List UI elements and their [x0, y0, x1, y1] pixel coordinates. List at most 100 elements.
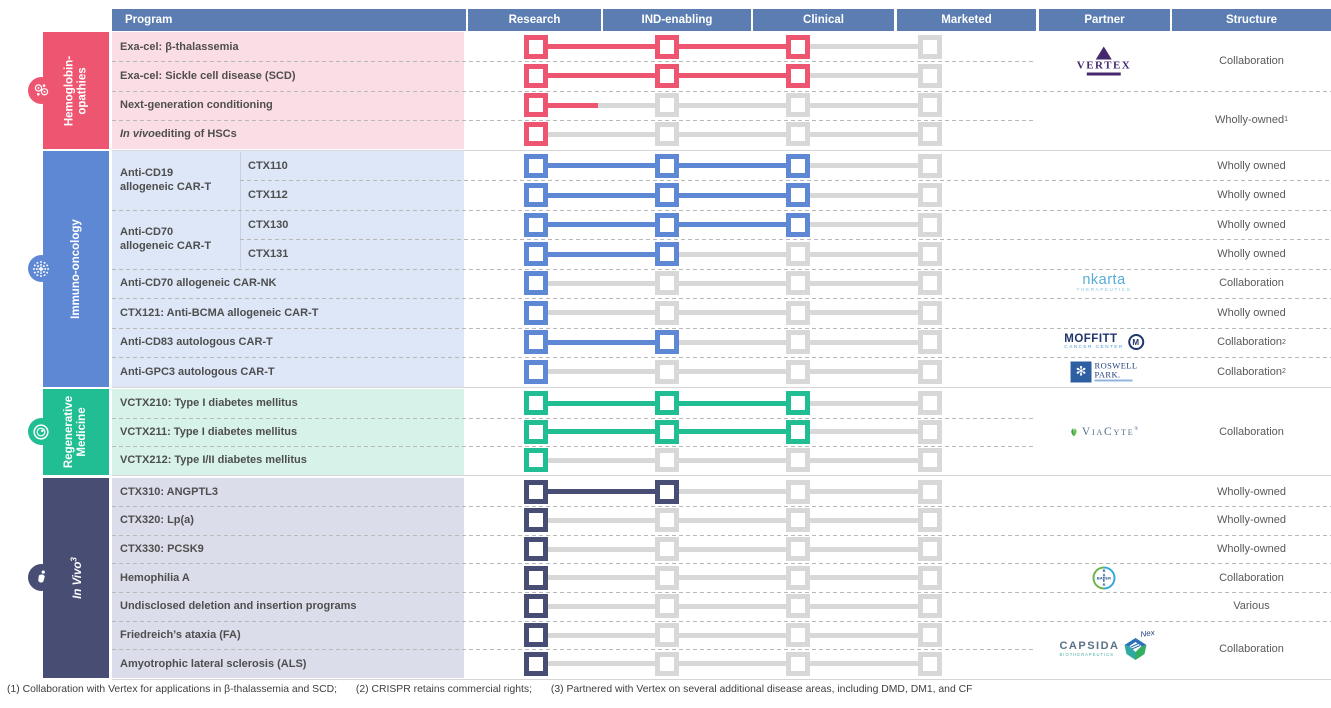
stage-milestone-ind-enabling	[655, 122, 679, 147]
stage-milestone-ind-enabling	[655, 359, 679, 384]
program-label: In vivo editing of HSCs	[120, 128, 237, 141]
cells-icon	[32, 81, 51, 100]
program-label: Next-generation conditioning	[120, 99, 273, 112]
person-icon	[32, 568, 51, 587]
stage-milestone-research	[524, 651, 548, 676]
stage-segment	[810, 575, 918, 581]
stage-milestone-clinical	[786, 391, 810, 416]
stage-milestone-clinical	[786, 479, 810, 504]
stage-milestone-clinical	[786, 594, 810, 619]
moffitt-logo: MOFFITT CANCER CENTER M	[1064, 334, 1144, 351]
program-label: Undisclosed deletion and insertion progr…	[120, 600, 357, 613]
roswell-logo: ✻ ROSWELL PARK.	[1070, 361, 1138, 383]
stage-milestone-clinical	[786, 212, 810, 237]
stage-segment	[548, 457, 655, 463]
stage-segment	[679, 280, 786, 286]
structure-label: Collaboration	[1219, 571, 1284, 584]
structure-label: Wholly-owned	[1216, 514, 1287, 527]
structure-label: Wholly-owned 1	[1215, 113, 1288, 126]
stage-segment-filled	[548, 489, 655, 495]
stage-segment	[679, 102, 786, 108]
stage-milestone-research	[524, 300, 548, 325]
stage-milestone-ind-enabling	[655, 419, 679, 444]
stage-segment	[548, 546, 655, 552]
footnote: (1) Collaboration with Vertex for applic…	[7, 684, 988, 695]
stage-milestone-research	[524, 271, 548, 296]
stage-milestone-clinical	[786, 330, 810, 355]
footnote-1: (1) Collaboration with Vertex for applic…	[7, 684, 337, 695]
stage-milestone-clinical	[786, 565, 810, 590]
stage-segment-partial	[548, 102, 599, 108]
stage-segment	[548, 575, 655, 581]
stage-segment-filled	[679, 192, 786, 198]
column-header-structure: Structure	[1172, 9, 1331, 31]
stage-milestone-research	[524, 537, 548, 562]
row-divider	[112, 446, 1036, 447]
stage-milestone-marketed	[918, 34, 942, 59]
row-divider	[112, 327, 1331, 329]
structure-label: Wholly owned	[1217, 189, 1286, 202]
section-badge-in-vivo	[27, 564, 55, 592]
program-label: Exa-cel: Sickle cell disease (SCD)	[120, 69, 296, 82]
stage-segment	[679, 603, 786, 609]
stage-segment	[679, 517, 786, 523]
structure-label: Wholly owned	[1217, 218, 1286, 231]
stage-milestone-marketed	[918, 508, 942, 533]
stage-segment	[810, 632, 918, 638]
stage-milestone-research	[524, 63, 548, 88]
stage-segment	[810, 163, 918, 169]
stage-milestone-marketed	[918, 594, 942, 619]
stage-milestone-marketed	[918, 242, 942, 267]
row-divider	[112, 268, 1331, 270]
section-boundary-line	[112, 149, 1331, 151]
stage-segment-filled	[548, 44, 655, 50]
program-label: CTX110	[248, 159, 288, 172]
capsida-capsid-icon	[1124, 638, 1147, 661]
stage-segment	[810, 251, 918, 257]
footnote-3: (3) Partnered with Vertex on several add…	[550, 684, 973, 695]
stage-milestone-marketed	[918, 330, 942, 355]
stage-segment	[810, 222, 918, 228]
program-label: CTX121: Anti-BCMA allogeneic CAR-T	[120, 306, 319, 319]
roswell-mark-icon: ✻	[1070, 361, 1092, 383]
stage-segment	[548, 632, 655, 638]
stage-milestone-ind-enabling	[655, 594, 679, 619]
stage-segment	[548, 280, 655, 286]
row-divider	[112, 119, 1036, 121]
row-divider	[112, 357, 1331, 359]
program-label: CTX131	[248, 248, 289, 261]
stage-segment	[679, 489, 786, 495]
stage-segment	[679, 339, 786, 345]
stage-segment-filled	[548, 339, 655, 345]
program-label: CTX112	[248, 189, 288, 202]
stage-milestone-marketed	[918, 448, 942, 473]
program-group-label: Anti-CD70 allogeneic CAR-T	[120, 226, 212, 253]
stage-milestone-research	[524, 93, 548, 118]
row-divider	[240, 180, 1331, 182]
stage-milestone-clinical	[786, 242, 810, 267]
stage-milestone-clinical	[786, 508, 810, 533]
stage-milestone-research	[524, 359, 548, 384]
moffitt-m-icon: M	[1127, 334, 1144, 351]
stage-milestone-ind-enabling	[655, 212, 679, 237]
row-divider	[240, 239, 1331, 241]
section-tint-in-vivo	[112, 477, 464, 678]
section-badge-immuno-oncology	[27, 255, 55, 283]
section-badge-hemoglobinopathies	[27, 77, 55, 104]
row-divider	[112, 620, 1331, 622]
rings-icon	[31, 422, 51, 442]
stage-milestone-clinical	[786, 122, 810, 147]
bayer-logo: B A Y E R BAYER	[1092, 566, 1116, 590]
stage-milestone-marketed	[918, 122, 942, 147]
row-divider	[112, 534, 1331, 536]
stage-milestone-clinical	[786, 93, 810, 118]
program-label: VCTX212: Type I/II diabetes mellitus	[120, 454, 307, 467]
stage-milestone-ind-enabling	[655, 153, 679, 178]
stage-segment	[679, 251, 786, 257]
row-divider	[112, 298, 1331, 300]
vertex-logo: VERTEX	[1077, 46, 1131, 76]
stage-milestone-ind-enabling	[655, 565, 679, 590]
stage-milestone-marketed	[918, 419, 942, 444]
stage-segment	[810, 661, 918, 667]
